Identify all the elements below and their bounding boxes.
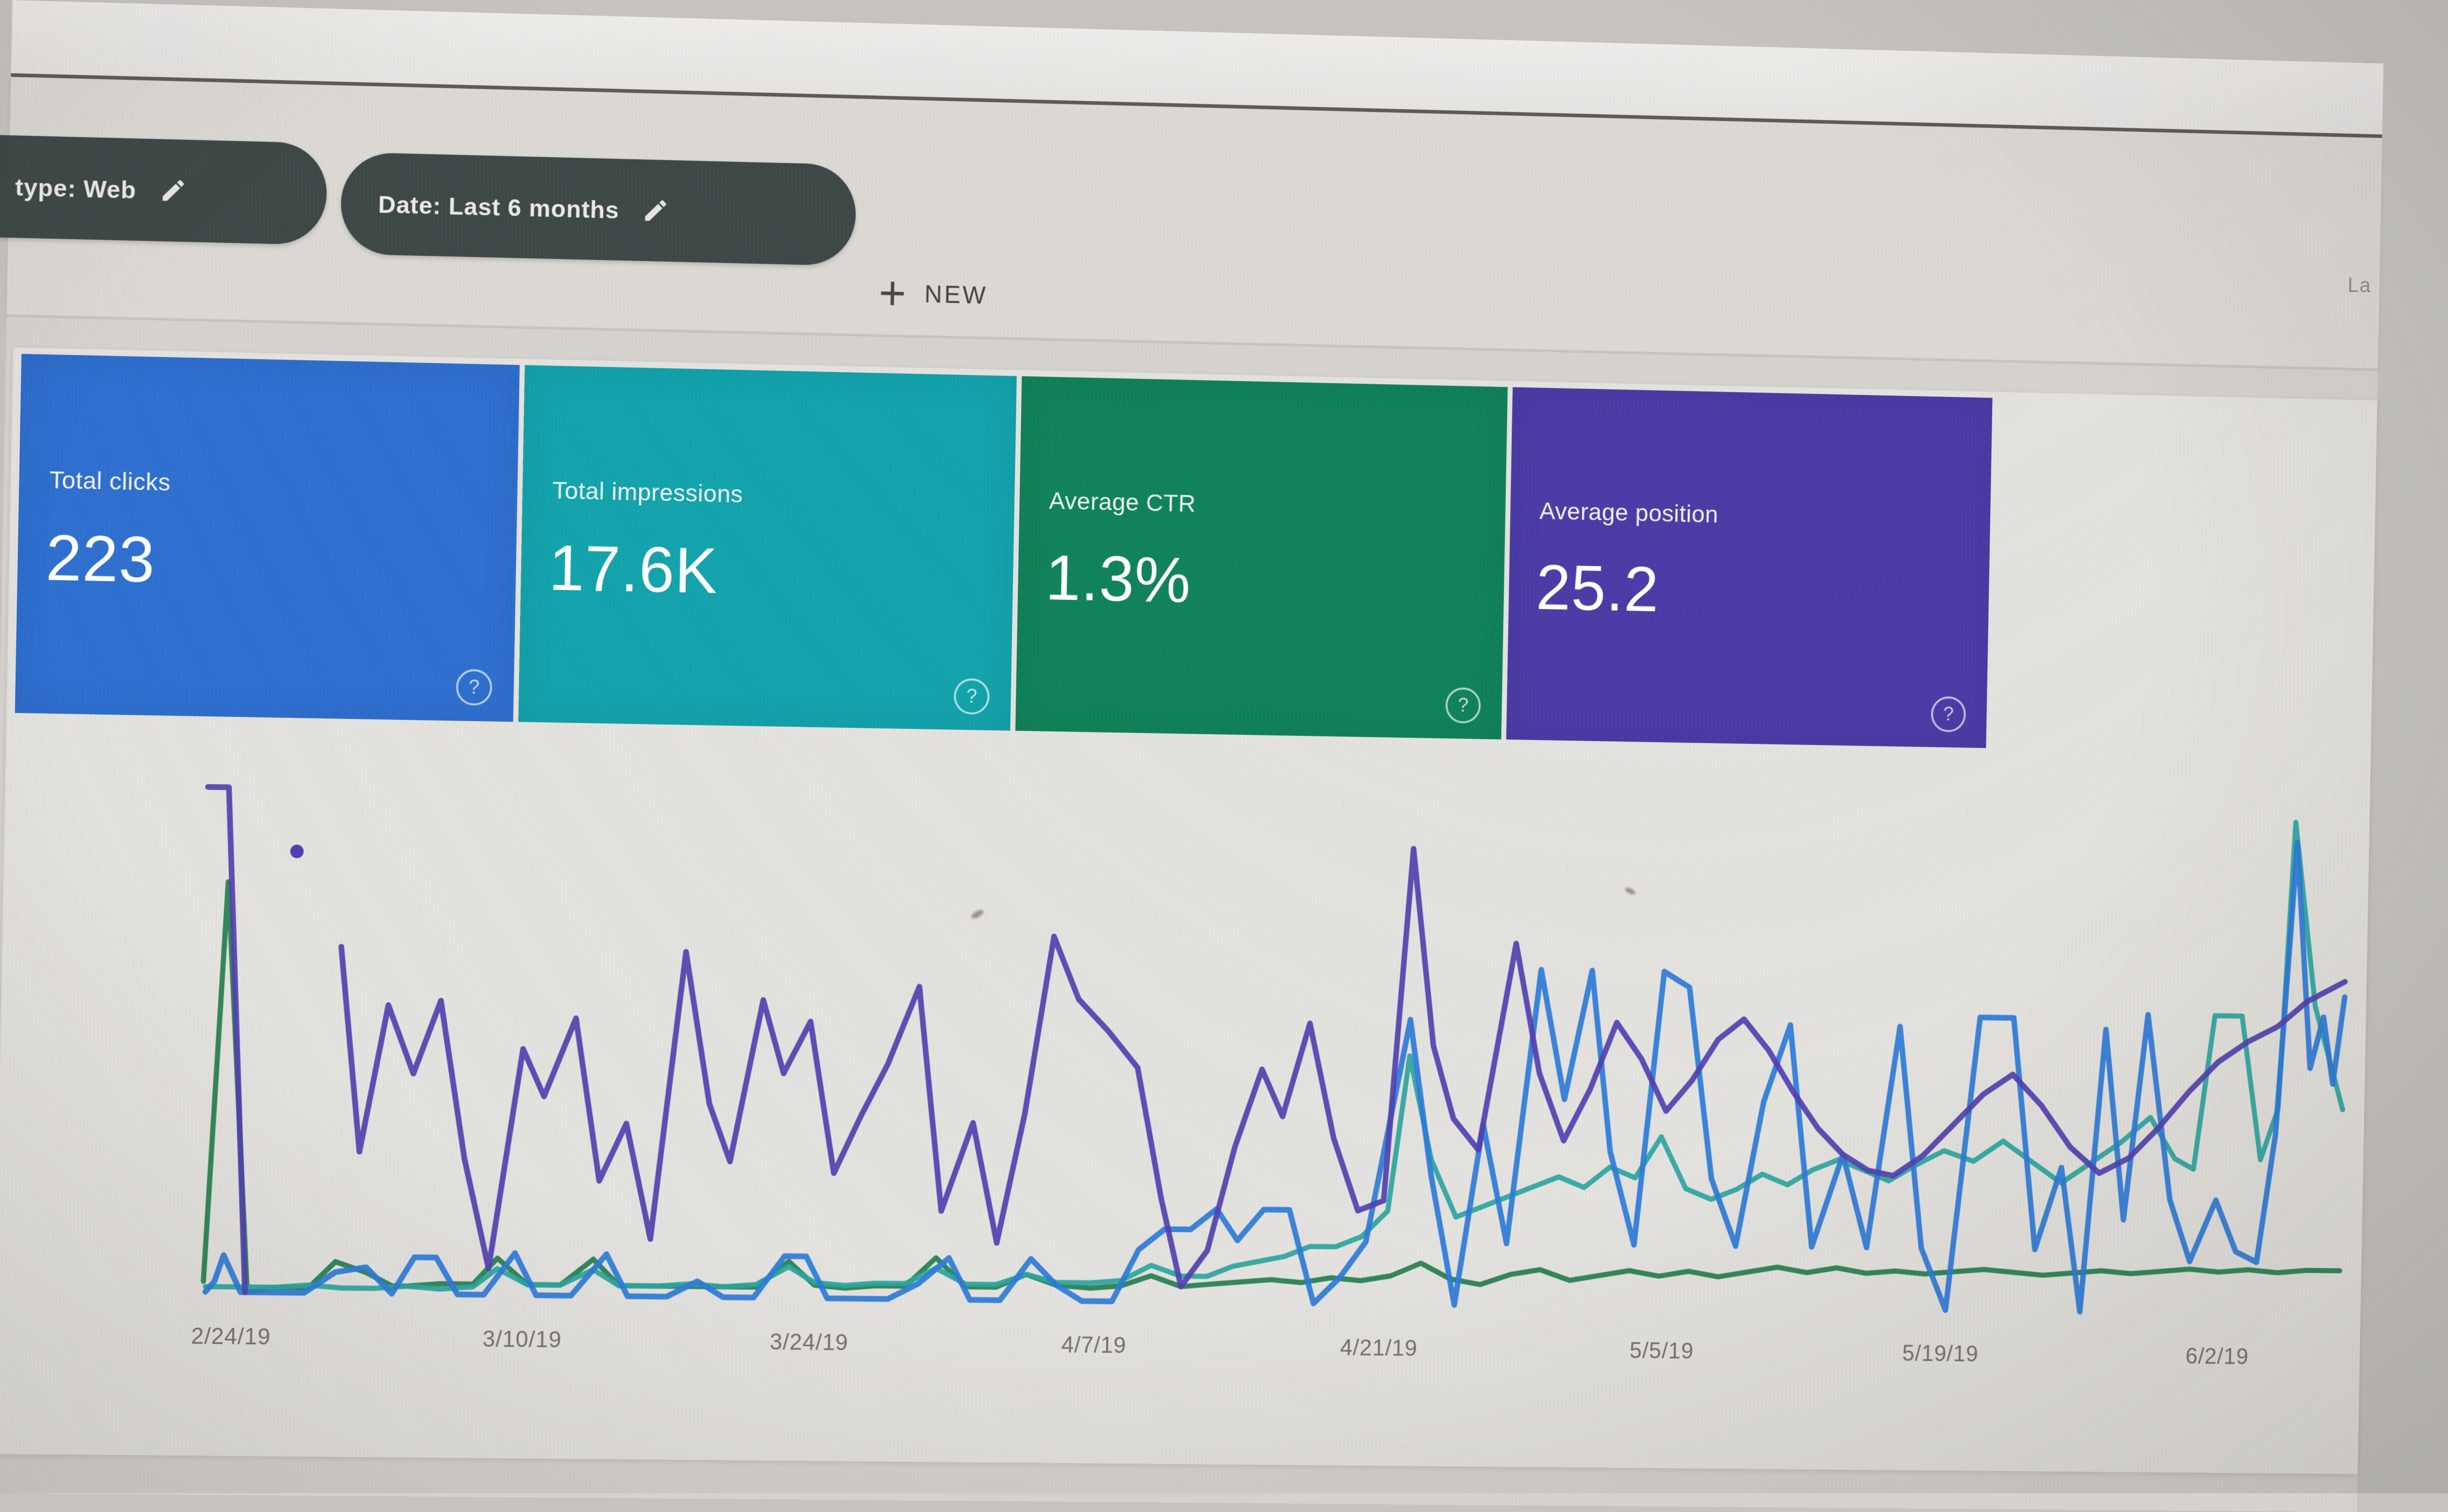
x-axis-label: 3/24/19	[770, 1329, 849, 1356]
performance-page: Total clicks 223 ? Total impressions 17.…	[0, 317, 2378, 1512]
filter-chip-search-type[interactable]: type: Web	[0, 132, 327, 245]
x-axis-label: 5/19/19	[1902, 1341, 1979, 1367]
metric-card-average-ctr[interactable]: Average CTR 1.3% ?	[1015, 376, 1508, 740]
new-filter-label: NEW	[924, 280, 988, 310]
metric-card-label: Total clicks	[19, 354, 520, 504]
metric-card-value: 17.6K	[521, 504, 1015, 614]
x-axis-label: 6/2/19	[2185, 1344, 2249, 1370]
performance-panel: Total clicks 223 ? Total impressions 17.…	[0, 347, 2378, 1474]
help-icon[interactable]: ?	[1445, 687, 1481, 724]
edit-pencil-icon[interactable]	[159, 176, 187, 205]
metric-card-label: Average CTR	[1019, 376, 1508, 524]
new-filter-button[interactable]: + NEW	[878, 254, 988, 334]
filter-chip-date[interactable]: Date: Last 6 months	[340, 152, 856, 266]
metric-card-total-impressions[interactable]: Total impressions 17.6K ?	[519, 365, 1017, 730]
metric-cards-row: Total clicks 223 ? Total impressions 17.…	[15, 354, 1993, 748]
metric-card-value: 25.2	[1509, 524, 1990, 632]
help-icon[interactable]: ?	[1931, 696, 1966, 732]
monitor-screen: type: Web Date: Last 6 months + NEW La T…	[0, 0, 2383, 1512]
x-axis-label: 2/24/19	[191, 1324, 271, 1350]
x-axis-label: 4/7/19	[1061, 1332, 1127, 1359]
search-type-chip-label: type: Web	[15, 172, 137, 204]
metric-card-average-position[interactable]: Average position 25.2 ?	[1506, 387, 1992, 748]
x-axis-label: 5/5/19	[1629, 1338, 1694, 1364]
plus-icon: +	[878, 270, 907, 317]
metric-card-value: 223	[17, 493, 517, 604]
edit-pencil-icon[interactable]	[642, 196, 670, 225]
x-axis-label: 4/21/19	[1340, 1335, 1418, 1362]
chart-canvas	[198, 753, 2348, 1327]
help-icon[interactable]: ?	[954, 678, 990, 715]
date-chip-label: Date: Last 6 months	[378, 190, 620, 224]
x-axis-label: 3/10/19	[482, 1326, 562, 1353]
metric-card-label: Average position	[1510, 387, 1993, 534]
metric-card-label: Total impressions	[522, 365, 1017, 514]
help-icon[interactable]: ?	[456, 669, 492, 706]
metric-card-value: 1.3%	[1018, 514, 1505, 623]
metric-card-total-clicks[interactable]: Total clicks 223 ?	[15, 354, 520, 722]
toolbar-right-cropped-text: La	[2348, 274, 2372, 298]
